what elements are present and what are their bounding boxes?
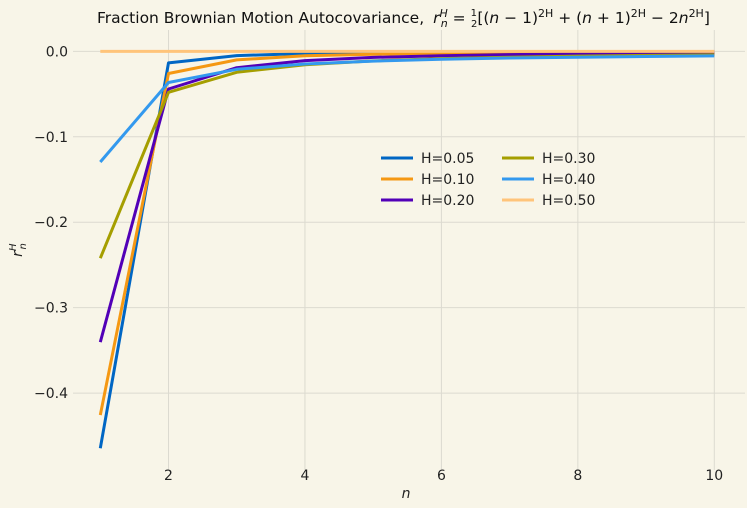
x-tick-label: 4	[300, 468, 309, 484]
legend-label: H=0.50	[542, 193, 595, 209]
x-tick-label: 8	[573, 468, 582, 484]
series-line	[98, 51, 715, 343]
series-lines	[98, 49, 715, 449]
legend-label: H=0.10	[421, 172, 474, 188]
x-tick-label: 2	[164, 468, 173, 484]
x-tick-label: 10	[705, 468, 723, 484]
legend: H=0.05 H=0.10 H=0.20 H=0.30 H=0.40 H=0.50	[381, 151, 595, 209]
y-tick-label: 0.0	[46, 44, 68, 60]
legend-label: H=0.05	[421, 151, 474, 167]
y-tick-label: −0.1	[34, 130, 68, 146]
x-tick-label: 6	[437, 468, 446, 484]
series-line	[98, 50, 715, 416]
y-axis-label: rHn	[8, 243, 29, 257]
series-line	[98, 50, 715, 449]
grid-lines	[73, 30, 745, 470]
series-line	[99, 54, 715, 163]
chart-title: Fraction Brownian Motion Autocovariance,…	[97, 7, 710, 30]
y-tick-labels: 0.0 −0.1 −0.2 −0.3 −0.4	[34, 44, 68, 402]
y-tick-label: −0.2	[34, 215, 68, 231]
x-axis-label: n	[402, 486, 411, 502]
legend-label: H=0.30	[542, 151, 595, 167]
y-tick-label: −0.4	[34, 386, 68, 402]
legend-label: H=0.40	[542, 172, 595, 188]
y-tick-label: −0.3	[34, 301, 68, 317]
legend-label: H=0.20	[421, 193, 474, 209]
x-tick-labels: 2 4 6 8 10	[164, 468, 723, 484]
